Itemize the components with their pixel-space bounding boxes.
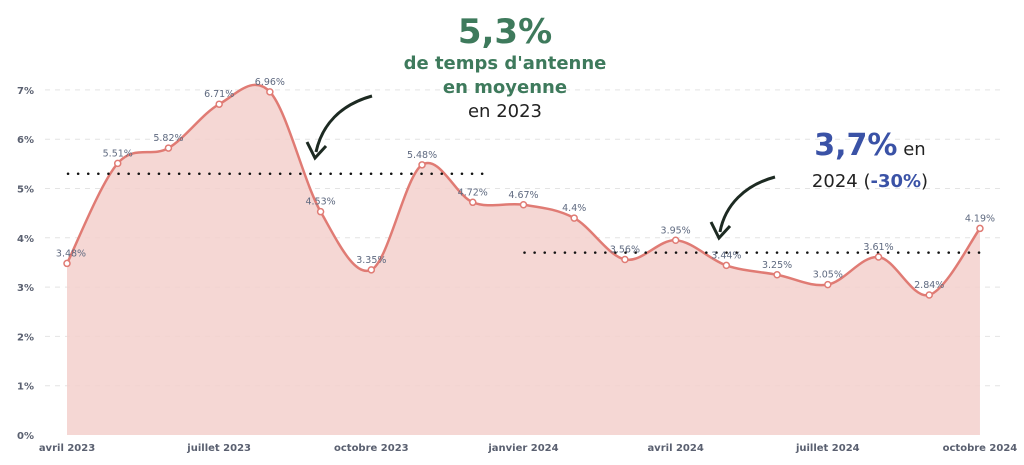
avg-2024-change: -30% xyxy=(870,171,922,192)
avg-2024-year: 2024 ( xyxy=(811,171,871,192)
data-label: 3.95% xyxy=(661,225,691,236)
data-label: 6.96% xyxy=(255,77,285,88)
data-point xyxy=(316,207,325,216)
data-point xyxy=(976,224,984,233)
area-fill xyxy=(67,84,980,435)
arrow-head-icon xyxy=(709,221,732,241)
data-point xyxy=(469,198,477,207)
data-point xyxy=(63,259,71,268)
y-tick-label: 6% xyxy=(17,135,34,146)
avg-2023-line1: de temps d'antenne xyxy=(403,53,607,74)
data-point xyxy=(773,271,781,279)
avg-2024-paren: ) xyxy=(921,171,929,192)
x-tick-label: juillet 2024 xyxy=(795,443,860,454)
data-label: 3.48% xyxy=(56,248,86,259)
x-tick-label: avril 2024 xyxy=(647,443,703,454)
data-point xyxy=(621,255,629,264)
data-point xyxy=(367,266,376,274)
data-label: 4.72% xyxy=(458,187,488,198)
data-label: 4.19% xyxy=(965,213,995,224)
avg-2023-value: 5,3% xyxy=(457,12,553,52)
y-tick-label: 7% xyxy=(17,86,34,97)
annotation-2024: 3,7% en 2024 (-30%) xyxy=(790,126,950,194)
data-point xyxy=(418,161,426,169)
data-point xyxy=(570,214,578,222)
data-label: 3.25% xyxy=(762,260,792,271)
data-label: 5.48% xyxy=(407,150,437,161)
y-tick-label: 2% xyxy=(17,332,34,343)
data-point xyxy=(925,291,933,299)
data-point xyxy=(722,261,731,270)
data-label: 4.53% xyxy=(306,197,336,208)
y-tick-label: 0% xyxy=(17,431,34,442)
arrow-head-icon xyxy=(305,141,328,161)
data-label: 3.44% xyxy=(711,250,741,261)
data-label: 4.4% xyxy=(562,203,586,214)
arrow-2023 xyxy=(314,94,373,153)
data-label: 5.82% xyxy=(153,133,183,144)
data-point xyxy=(215,100,223,108)
data-point xyxy=(824,280,832,289)
x-tick-label: avril 2023 xyxy=(39,443,95,454)
data-point xyxy=(519,201,528,209)
data-label: 3.35% xyxy=(356,255,386,266)
y-tick-label: 1% xyxy=(17,382,34,393)
y-tick-label: 5% xyxy=(17,185,34,196)
x-tick-label: octobre 2023 xyxy=(334,443,409,454)
data-label: 3.05% xyxy=(813,270,843,281)
avg-2023-line2: en moyenne xyxy=(442,77,568,98)
data-label: 5.51% xyxy=(103,148,133,159)
x-tick-label: juillet 2023 xyxy=(186,443,251,454)
data-point xyxy=(164,144,173,152)
x-tick-label: janvier 2024 xyxy=(487,443,558,454)
data-label: 2.84% xyxy=(914,280,944,291)
data-point xyxy=(671,236,680,245)
y-tick-label: 3% xyxy=(17,283,34,294)
data-label: 6.71% xyxy=(204,89,234,100)
annotation-2023: 5,3% de temps d'antenne en moyenne en 20… xyxy=(395,12,615,124)
avg-2024-en: en xyxy=(897,139,926,160)
data-label: 3.56% xyxy=(610,244,640,255)
data-point xyxy=(266,88,274,96)
data-point xyxy=(874,253,883,261)
y-tick-label: 4% xyxy=(17,234,34,245)
avg-2024-value: 3,7% xyxy=(814,128,898,163)
data-point xyxy=(113,159,122,168)
data-label: 4.67% xyxy=(508,190,538,201)
avg-2023-line3: en 2023 xyxy=(467,101,542,122)
x-tick-label: octobre 2024 xyxy=(943,443,1018,454)
arrow-2024 xyxy=(718,175,776,233)
data-label: 3.61% xyxy=(863,242,893,253)
